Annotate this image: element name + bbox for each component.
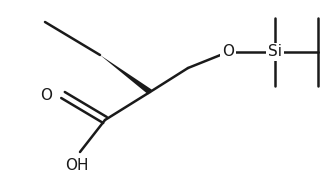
Text: Si: Si <box>268 44 282 59</box>
Text: O: O <box>222 44 234 59</box>
Text: O: O <box>40 88 52 103</box>
Text: OH: OH <box>65 158 89 173</box>
Polygon shape <box>100 55 152 94</box>
